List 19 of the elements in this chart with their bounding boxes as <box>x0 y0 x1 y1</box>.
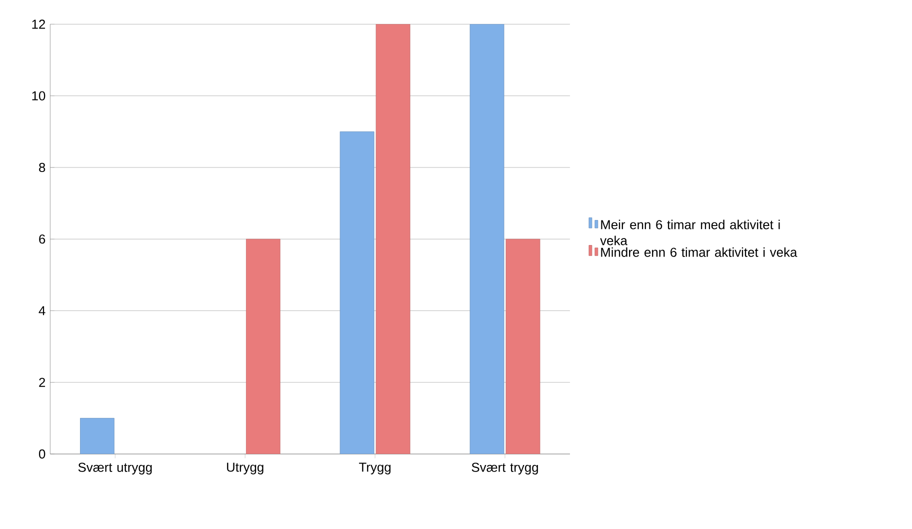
y-tick-label: 8 <box>39 162 46 172</box>
y-tick-label: 2 <box>39 378 46 387</box>
x-tick-label: Svært utrygg <box>78 462 152 474</box>
legend-label: Mindre enn 6 timar aktivitet i veka <box>601 247 798 257</box>
legend-label: Meir enn 6 timar med aktivitet i veka <box>600 220 780 246</box>
bar <box>376 24 410 454</box>
bar <box>470 24 504 454</box>
bar <box>340 131 374 454</box>
y-tick-label: 10 <box>32 91 46 100</box>
bar <box>246 238 280 454</box>
bar <box>80 418 114 454</box>
bar <box>506 238 540 454</box>
x-tick-label: Trygg <box>359 462 391 474</box>
x-tick-label: Svært trygg <box>472 462 538 474</box>
y-tick-label: 4 <box>38 306 46 316</box>
y-tick-label: 6 <box>39 234 46 244</box>
y-tick-label: 0 <box>38 449 46 458</box>
y-tick-label: 12 <box>32 20 46 29</box>
x-tick-label: Utrygg <box>227 462 264 474</box>
